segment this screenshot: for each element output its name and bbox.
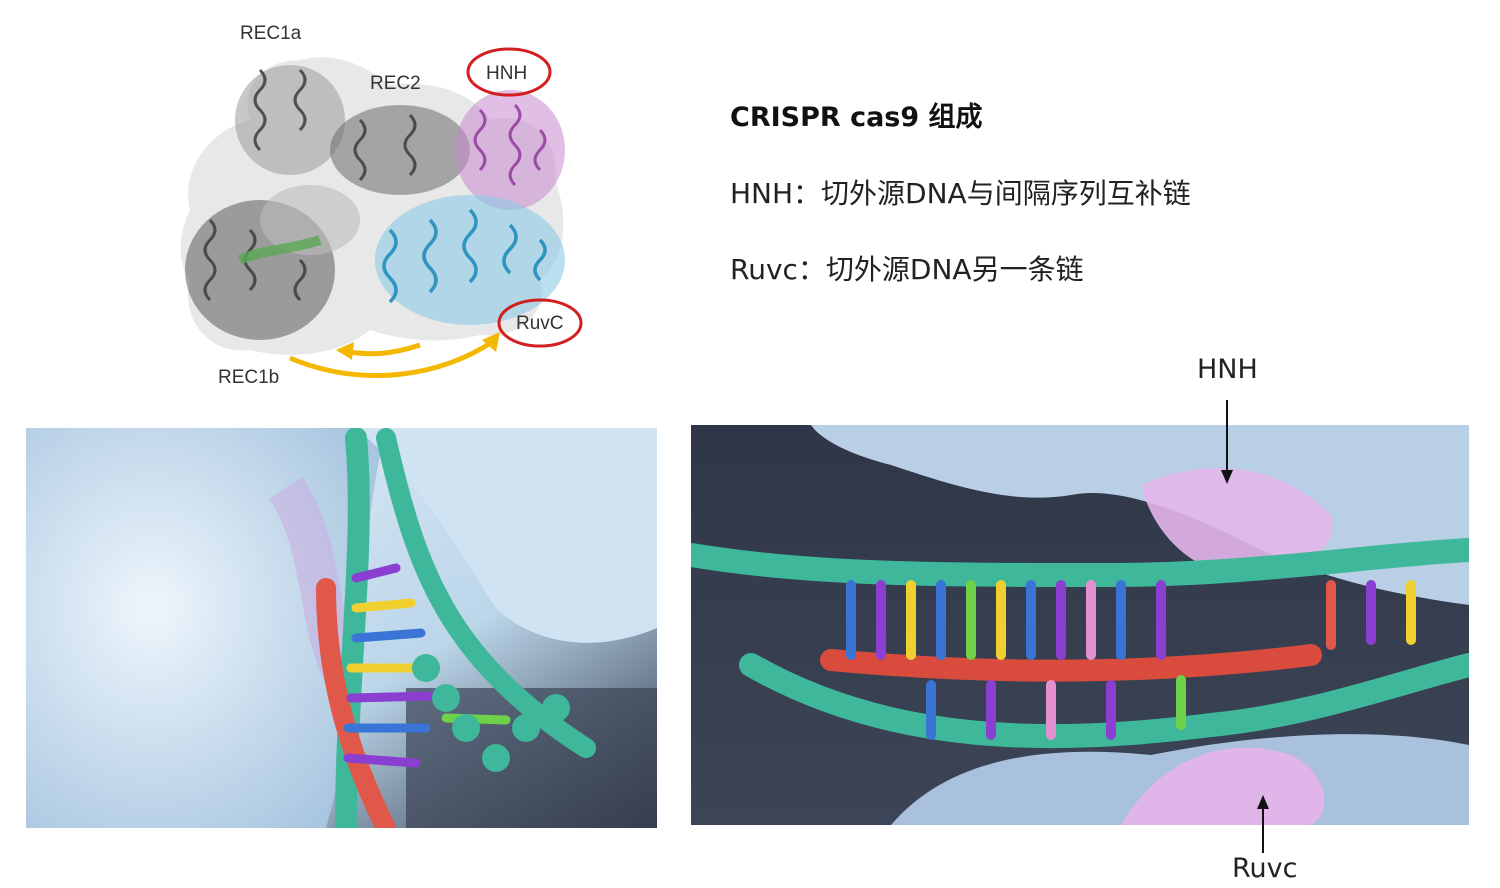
hnh-description: HNH：切外源DNA与间隔序列互补链 — [730, 177, 1191, 210]
dna-render-left — [26, 428, 657, 828]
dna-strand-render-right — [691, 425, 1469, 825]
dna-strand-render-left — [26, 428, 657, 828]
info-block: CRISPR cas9 组成 HNH：切外源DNA与间隔序列互补链 Ruvc：切… — [730, 100, 1430, 326]
cas9-structure-figure: REC1a REC2 HNH RuvC REC1b — [170, 10, 600, 400]
ruvc-domain-label: RuvC — [516, 313, 564, 334]
rec1b-label: REC1b — [218, 367, 280, 388]
dna-render-right — [691, 425, 1469, 825]
hnh-domain-label: HNH — [486, 63, 528, 84]
page-title: CRISPR cas9 组成 — [730, 102, 983, 133]
ruvc-callout-label: Ruvc — [1232, 853, 1298, 884]
rec1a-label: REC1a — [240, 23, 302, 44]
ruvc-description: Ruvc：切外源DNA另一条链 — [730, 253, 1084, 286]
hnh-callout-label: HNH — [1197, 354, 1258, 385]
hnh-arrow-icon — [1221, 400, 1233, 484]
rec2-label: REC2 — [370, 73, 421, 94]
cas9-structure-illustration — [180, 47, 583, 379]
ruvc-arrow-icon — [1257, 795, 1269, 853]
